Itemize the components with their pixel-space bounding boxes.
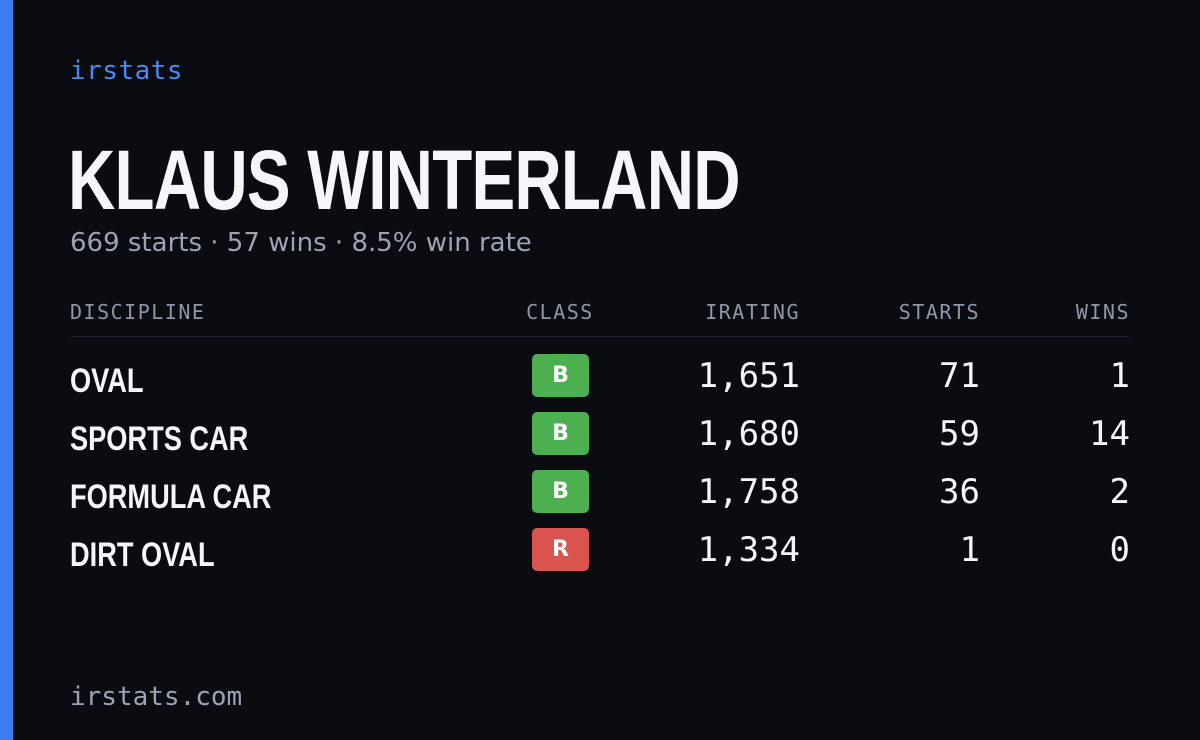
row-wins: 0 bbox=[1109, 530, 1130, 570]
class-badge: B bbox=[532, 470, 589, 513]
row-irating: 1,680 bbox=[697, 414, 800, 454]
table-row: DIRT OVAL R 1,334 1 0 bbox=[70, 528, 1130, 586]
row-irating: 1,334 bbox=[697, 530, 800, 570]
row-irating: 1,758 bbox=[697, 472, 800, 512]
header-discipline: DISCIPLINE bbox=[70, 300, 206, 324]
row-starts: 71 bbox=[939, 356, 980, 396]
table-header: DISCIPLINE CLASS IRATING STARTS WINS bbox=[70, 296, 1130, 337]
row-discipline: DIRT OVAL bbox=[70, 536, 215, 574]
brand-logo: irstats bbox=[70, 56, 184, 86]
row-discipline: OVAL bbox=[70, 362, 144, 400]
stats-table: DISCIPLINE CLASS IRATING STARTS WINS OVA… bbox=[70, 296, 1130, 574]
class-badge: B bbox=[532, 354, 589, 397]
header-class: CLASS bbox=[526, 300, 594, 324]
footer-url: irstats.com bbox=[70, 682, 243, 712]
row-wins: 14 bbox=[1089, 414, 1130, 454]
row-discipline: FORMULA CAR bbox=[70, 478, 272, 516]
row-wins: 2 bbox=[1109, 472, 1130, 512]
row-starts: 1 bbox=[959, 530, 980, 570]
class-badge: R bbox=[532, 528, 589, 571]
row-wins: 1 bbox=[1109, 356, 1130, 396]
table-row: SPORTS CAR B 1,680 59 14 bbox=[70, 412, 1130, 470]
header-irating: IRATING bbox=[705, 300, 800, 324]
header-starts: STARTS bbox=[898, 300, 980, 324]
row-discipline: SPORTS CAR bbox=[70, 420, 249, 458]
driver-name: KLAUS WINTERLAND bbox=[68, 133, 741, 227]
row-starts: 59 bbox=[939, 414, 980, 454]
row-starts: 36 bbox=[939, 472, 980, 512]
table-row: OVAL B 1,651 71 1 bbox=[70, 354, 1130, 412]
header-wins: WINS bbox=[1075, 300, 1130, 324]
driver-summary: 669 starts · 57 wins · 8.5% win rate bbox=[70, 228, 532, 258]
table-row: FORMULA CAR B 1,758 36 2 bbox=[70, 470, 1130, 528]
class-badge: B bbox=[532, 412, 589, 455]
row-irating: 1,651 bbox=[697, 356, 800, 396]
accent-bar bbox=[0, 0, 13, 740]
